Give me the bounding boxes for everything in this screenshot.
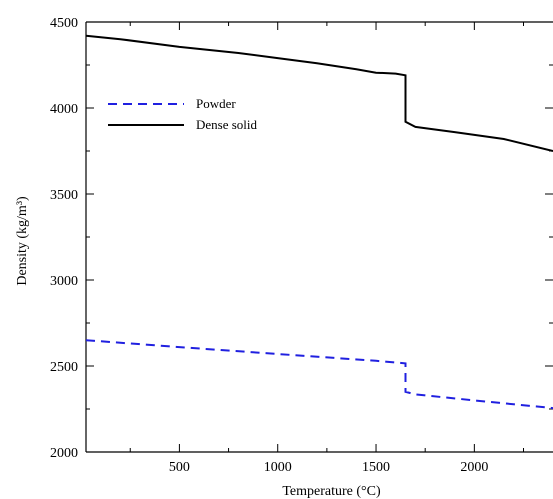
y-tick-label: 2000	[50, 446, 78, 461]
x-tick-label: 500	[169, 460, 190, 475]
y-axis-label: Density (kg/m³)	[15, 196, 30, 286]
x-tick-label: 1000	[264, 460, 292, 475]
legend-label: Powder	[196, 96, 236, 111]
y-tick-label: 2500	[50, 360, 78, 375]
legend: Powder Dense solid	[108, 96, 258, 132]
plot-series	[85, 34, 553, 410]
y-tick-label: 4000	[50, 102, 78, 117]
axes: 500 1000 1500 2000 2000 2500 3000 3500 4000 4500	[50, 16, 553, 475]
x-tick-label: 1500	[362, 460, 390, 475]
y-tick-label: 3500	[50, 188, 78, 203]
y-tick-label: 4500	[50, 16, 78, 31]
x-tick-label: 2000	[460, 460, 488, 475]
y-tick-label: 3000	[50, 274, 78, 289]
series-line-dense-solid	[85, 34, 553, 152]
x-axis-label: Temperature (°C)	[282, 484, 381, 499]
legend-label: Dense solid	[196, 117, 258, 132]
series-line-powder	[85, 339, 553, 410]
